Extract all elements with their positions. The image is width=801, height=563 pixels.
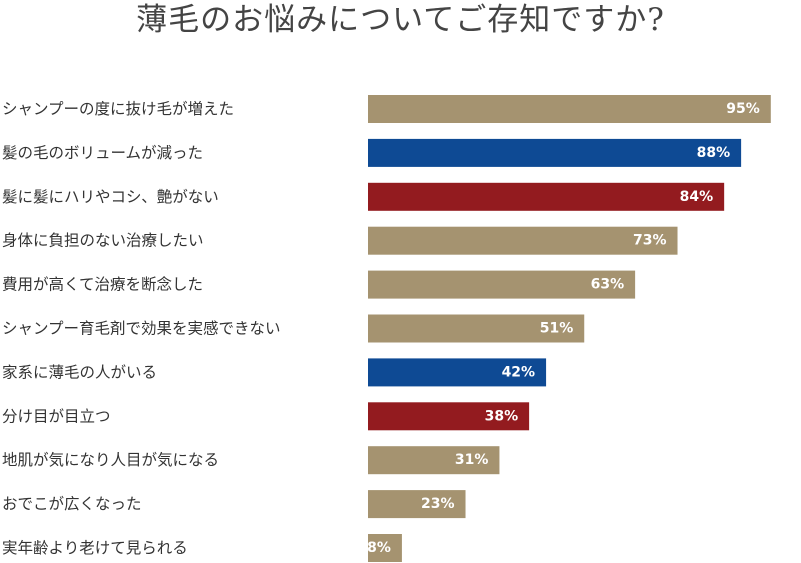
value-label: 23% — [421, 496, 455, 512]
bar — [368, 358, 547, 387]
value-label: 42% — [502, 364, 536, 380]
value-label: 88% — [697, 145, 731, 161]
bar — [368, 182, 725, 211]
category-label: 地肌が気になり人目が気になる — [2, 451, 219, 469]
bar — [368, 270, 636, 299]
page-title: 薄毛のお悩みについてご存知ですか? — [136, 2, 665, 38]
category-label: 身体に負担のない治療したい — [2, 232, 204, 250]
bar — [368, 446, 500, 475]
value-label: 51% — [540, 321, 574, 337]
bar — [368, 402, 530, 431]
bars-layer: シャンプーの度に抜け毛が増えた 95% 髪の毛のボリュームが減った 88% 髪に髪にハリ… — [2, 95, 771, 562]
category-label: 費用が高くて治療を断念した — [2, 275, 203, 294]
category-label: 髪の毛のボリュームが減った — [2, 144, 203, 162]
category-label: 分け目が目立つ — [2, 407, 111, 425]
bar — [368, 95, 771, 123]
category-label: 髪に髪にハリやコシ、艶がない — [2, 188, 219, 206]
bar — [368, 138, 742, 167]
value-label: 38% — [485, 408, 519, 424]
value-label: 73% — [633, 233, 667, 249]
category-label: おでこが広くなった — [2, 495, 142, 513]
category-label: シャンプーの度に抜け毛が増えた — [2, 100, 234, 118]
category-label: 家系に薄毛の人がいる — [2, 363, 157, 381]
category-label: シャンプー育毛剤で効果を実感できない — [2, 320, 281, 338]
bar — [368, 226, 678, 255]
value-label: 84% — [680, 189, 714, 205]
category-label: 実年齢より老けて見られる — [2, 539, 188, 557]
value-label: 63% — [591, 277, 625, 293]
value-label: 95% — [726, 101, 760, 117]
bar — [368, 490, 466, 519]
bar — [368, 314, 585, 343]
value-label: 31% — [455, 452, 489, 468]
bar — [368, 534, 402, 562]
value-label: 8% — [367, 540, 391, 556]
